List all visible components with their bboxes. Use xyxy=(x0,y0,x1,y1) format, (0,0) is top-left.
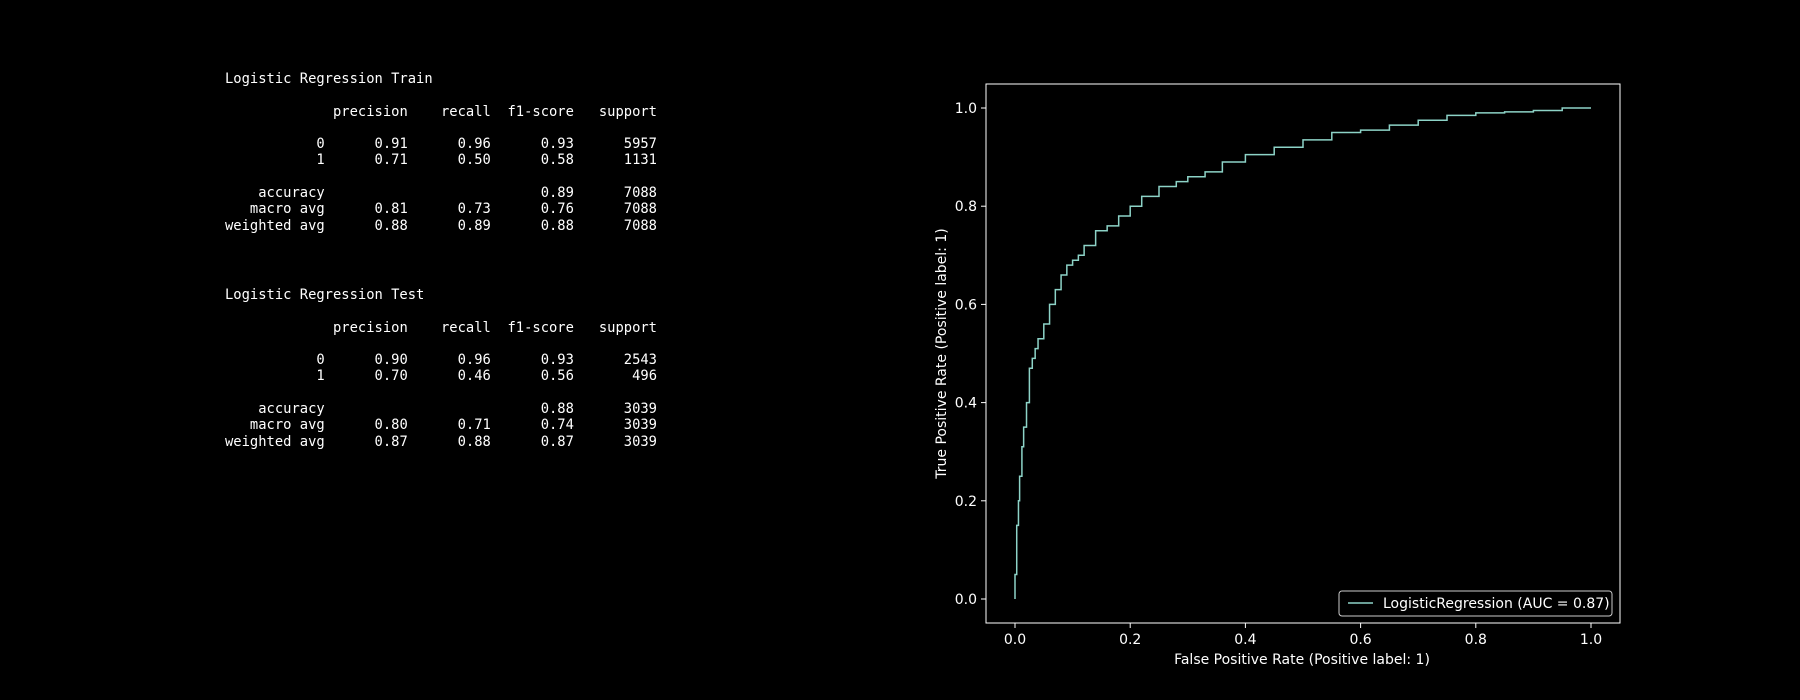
y-tick-label: 1.0 xyxy=(955,101,977,117)
classification-report-train: Logistic Regression Train precision reca… xyxy=(225,71,657,234)
x-tick-label: 0.4 xyxy=(1234,632,1256,648)
cell-value: 0.56 xyxy=(540,368,574,385)
legend-label: LogisticRegression (AUC = 0.87) xyxy=(1383,596,1610,612)
cell-value: 0.70 xyxy=(374,368,408,385)
cell-value: 0.87 xyxy=(374,433,408,450)
cell-value: 0.96 xyxy=(457,136,491,153)
cell-value: 0.74 xyxy=(540,417,574,434)
column-header: f1-score xyxy=(507,319,574,336)
column-header: support xyxy=(598,319,657,336)
column-header: support xyxy=(598,103,657,120)
legend-box xyxy=(1338,590,1613,617)
cell-value: 0.71 xyxy=(374,152,408,169)
column-header: precision xyxy=(333,103,408,120)
cell-value: 3039 xyxy=(623,401,657,418)
row-label: 0 xyxy=(316,136,325,153)
cell-value: 0.81 xyxy=(374,201,408,218)
cell-value: 0.90 xyxy=(374,352,408,369)
x-tick-label: 0.8 xyxy=(1465,632,1487,648)
row-label: weighted avg xyxy=(225,217,325,234)
cell-value: 0.87 xyxy=(540,433,574,450)
row-label: accuracy xyxy=(258,185,325,202)
cell-value: 0.93 xyxy=(540,136,574,153)
column-header: recall xyxy=(441,319,491,336)
cell-value: 0.58 xyxy=(540,152,574,169)
x-tick-label: 0.2 xyxy=(1119,632,1141,648)
y-axis-label: True Positive Rate (Positive label: 1) xyxy=(934,228,950,479)
row-label: 1 xyxy=(316,152,325,169)
legend: LogisticRegression (AUC = 0.87) xyxy=(1338,590,1613,617)
report-title: Logistic Regression Test xyxy=(225,287,425,303)
cell-value: 2543 xyxy=(623,352,657,369)
cell-value: 3039 xyxy=(623,417,657,434)
cell-value: 3039 xyxy=(623,433,657,450)
cell-value: 7088 xyxy=(623,217,657,234)
x-tick-label: 0.0 xyxy=(1004,632,1026,648)
plot-frame xyxy=(985,83,1621,624)
y-tick-label: 0.8 xyxy=(955,199,977,215)
cell-value: 7088 xyxy=(623,185,657,202)
cell-value: 0.76 xyxy=(540,201,574,218)
column-header: precision xyxy=(333,319,408,336)
cell-value: 0.88 xyxy=(374,217,408,234)
cell-value: 0.46 xyxy=(457,368,491,385)
cell-value: 0.88 xyxy=(540,217,574,234)
cell-value: 0.89 xyxy=(540,185,574,202)
row-label: macro avg xyxy=(249,201,325,218)
row-label: 0 xyxy=(316,352,325,369)
cell-value: 1131 xyxy=(623,152,657,169)
y-tick-label: 0.2 xyxy=(955,494,977,510)
cell-value: 0.73 xyxy=(457,201,491,218)
cell-value: 5957 xyxy=(623,136,657,153)
cell-value: 7088 xyxy=(623,201,657,218)
row-label: 1 xyxy=(316,368,325,385)
cell-value: 0.93 xyxy=(540,352,574,369)
cell-value: 0.88 xyxy=(540,401,574,418)
row-label: weighted avg xyxy=(225,433,325,450)
x-axis-label: False Positive Rate (Positive label: 1) xyxy=(1174,652,1430,668)
cell-value: 0.71 xyxy=(457,417,491,434)
classification-report-test: Logistic Regression Test precision recal… xyxy=(225,287,657,450)
row-label: accuracy xyxy=(258,401,325,418)
cell-value: 496 xyxy=(632,368,657,385)
cell-value: 0.91 xyxy=(374,136,408,153)
row-label: macro avg xyxy=(249,417,325,434)
y-tick-label: 0.0 xyxy=(955,592,977,608)
cell-value: 0.88 xyxy=(457,433,491,450)
cell-value: 0.50 xyxy=(457,152,491,169)
column-header: f1-score xyxy=(507,103,574,120)
cell-value: 0.89 xyxy=(457,217,491,234)
cell-value: 0.80 xyxy=(374,417,408,434)
y-tick-label: 0.4 xyxy=(955,396,977,412)
cell-value: 0.96 xyxy=(457,352,491,369)
column-header: recall xyxy=(441,103,491,120)
roc-curve-line xyxy=(1014,107,1591,599)
x-tick-label: 1.0 xyxy=(1580,632,1602,648)
y-tick-label: 0.6 xyxy=(955,297,977,313)
report-title: Logistic Regression Train xyxy=(225,71,433,87)
x-tick-label: 0.6 xyxy=(1349,632,1371,648)
